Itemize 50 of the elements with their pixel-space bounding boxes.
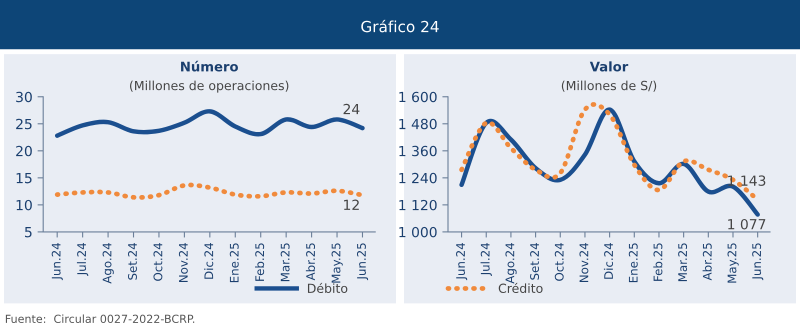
- y-tick-label: 1 000: [399, 226, 437, 238]
- legend-label: Crédito: [498, 282, 543, 294]
- y-tick-label: 1 240: [399, 172, 437, 184]
- text: Gráfico 24: [361, 20, 439, 32]
- chart-subtitle: (Millones de S/): [562, 80, 656, 92]
- source-note: Fuente: Circular 0027-2022-BCRP.: [6, 314, 194, 324]
- y-tick-label: 1 600: [399, 92, 437, 102]
- x-tick-label: Ago.24: [102, 242, 114, 284]
- x-tick-label: Mar.25: [678, 243, 688, 282]
- y-tick-label: 1 480: [399, 118, 437, 130]
- x-tick-label: Ene.25: [628, 243, 638, 282]
- legend-label: Débito: [308, 282, 348, 294]
- x-tick-label: Dic.24: [604, 242, 614, 279]
- x-tick-label: Set.24: [128, 242, 137, 280]
- x-tick-label: Abr.25: [306, 243, 316, 280]
- line-series: [54, 182, 365, 200]
- chart-title: Valor: [590, 61, 628, 72]
- x-tick-label: Ene.25: [230, 243, 239, 282]
- x-tick-label: Jun.25: [752, 243, 764, 280]
- data-label: 1 077: [728, 218, 766, 230]
- y-tick-label: 10: [16, 200, 32, 210]
- y-tick-label: 1 360: [399, 146, 437, 156]
- x-tick-label: Jul.24: [480, 242, 492, 276]
- y-tick-label: 25: [16, 118, 32, 130]
- y-tick-label: 5: [25, 227, 32, 238]
- y-tick-label: 1 120: [399, 200, 437, 210]
- x-tick-label: May.25: [332, 243, 343, 283]
- x-tick-label: Set.24: [530, 242, 540, 280]
- x-tick-label: Jun.24: [52, 242, 63, 280]
- x-tick-label: Ago.24: [505, 242, 517, 284]
- x-tick-label: May.25: [727, 243, 739, 283]
- x-tick-label: Mar.25: [280, 243, 290, 282]
- chart-subtitle: (Millones de operaciones): [130, 80, 288, 93]
- x-tick-label: Nov.24: [178, 242, 188, 282]
- x-tick-label: Feb.25: [255, 243, 264, 281]
- x-tick-label: Jul.24: [76, 242, 88, 276]
- data-label: 24: [344, 104, 360, 114]
- data-label: 12: [344, 200, 359, 210]
- x-tick-label: Dic.24: [204, 242, 214, 279]
- y-tick-label: 20: [16, 146, 32, 156]
- x-tick-label: Jun.24: [456, 242, 468, 280]
- x-tick-label: Feb.25: [653, 243, 662, 281]
- x-tick-label: Oct.24: [554, 242, 564, 281]
- x-tick-label: Abr.25: [702, 243, 712, 280]
- x-tick-label: Jun.25: [356, 243, 368, 280]
- y-tick-label: 15: [16, 172, 32, 184]
- y-tick-label: 30: [16, 92, 32, 102]
- x-tick-label: Oct.24: [153, 242, 162, 281]
- x-tick-label: Nov.24: [579, 242, 588, 282]
- chart-title: Número: [181, 60, 238, 72]
